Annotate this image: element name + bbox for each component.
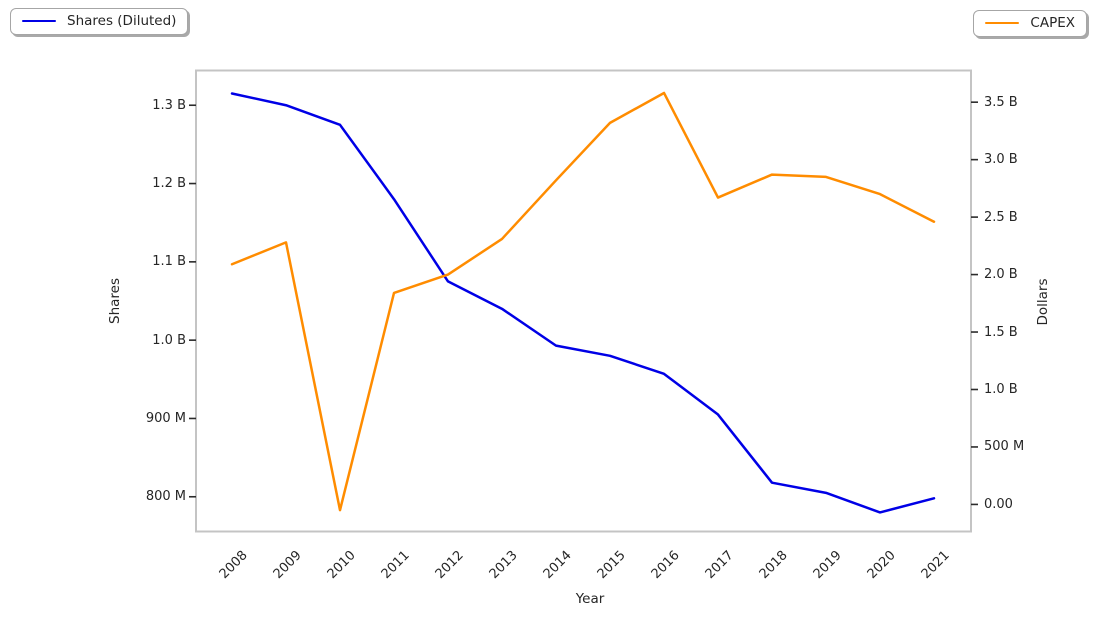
y-tick-label-right-3: 1.5 B — [984, 324, 1018, 340]
y-tick-label-right-4: 2.0 B — [984, 267, 1018, 283]
y-tick-label-right-5: 2.5 B — [984, 209, 1018, 225]
legend-label-capex: CAPEX — [1030, 15, 1075, 31]
y-tick-label-left-4: 1.2 B — [152, 176, 186, 192]
y-tick-label-right-6: 3.0 B — [984, 152, 1018, 168]
y-tick-label-left-2: 1.0 B — [152, 332, 186, 348]
plot-frame — [195, 69, 972, 533]
y-tick-label-right-1: 500 M — [984, 439, 1025, 455]
y-tick-label-left-1: 900 M — [145, 410, 186, 426]
y-tick-label-left-3: 1.1 B — [152, 254, 186, 270]
line-series-shares-diluted- — [230, 92, 936, 514]
legend-capex: CAPEX — [973, 10, 1087, 37]
x-axis-title: Year — [575, 591, 605, 607]
line-series-capex — [230, 91, 936, 512]
shares-line-swatch — [22, 19, 56, 23]
legend-shares-diluted: Shares (Diluted) — [10, 8, 189, 35]
y-tick-label-right-0: 0.00 — [984, 496, 1013, 512]
right-axis-title: Dollars — [1035, 278, 1051, 326]
capex-line-swatch — [985, 21, 1020, 25]
y-tick-label-right-2: 1.0 B — [984, 381, 1018, 397]
y-tick-label-right-7: 3.5 B — [984, 94, 1018, 110]
y-tick-label-left-0: 800 M — [145, 489, 186, 505]
y-tick-label-left-5: 1.3 B — [152, 97, 186, 113]
legend-label-shares: Shares (Diluted) — [67, 13, 177, 29]
